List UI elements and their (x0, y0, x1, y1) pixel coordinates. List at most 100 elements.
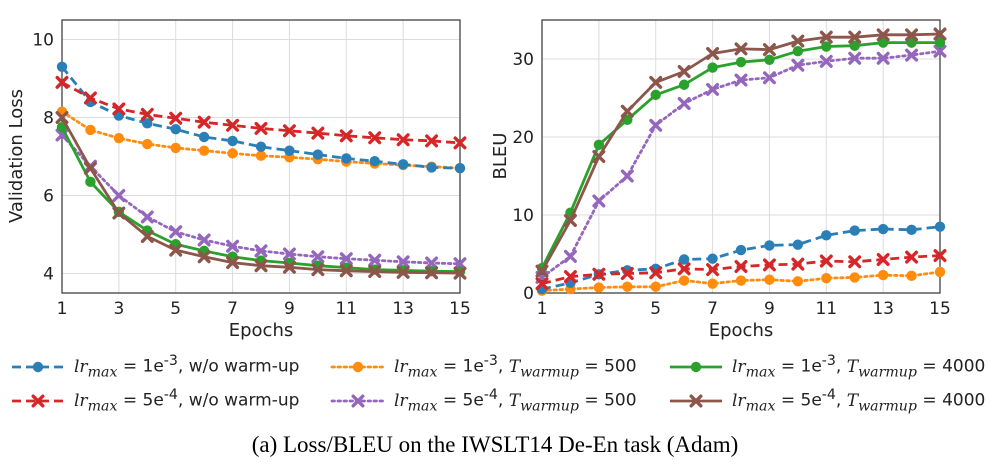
data-point-s2 (282, 124, 296, 138)
x-tick-label: 3 (593, 299, 604, 319)
data-point-s5 (906, 37, 917, 48)
data-point-s3 (113, 132, 125, 144)
y-tick-label: 8 (43, 109, 54, 129)
legend-marker-s2 (31, 394, 45, 408)
data-point-s6 (563, 213, 577, 227)
data-point-s1 (341, 153, 352, 164)
data-point-s6 (933, 27, 947, 41)
data-point-s6 (339, 264, 353, 278)
data-point-s1 (198, 131, 210, 143)
legend-swatch-s4 (330, 394, 386, 408)
data-point-s3 (792, 276, 804, 287)
legend-marker-s5 (690, 361, 702, 373)
data-point-s2 (535, 277, 549, 291)
data-point-s4 (339, 252, 353, 266)
legend-label-s2: lrmax = 5e-4, w/o warm-up (74, 387, 300, 415)
data-point-s1 (792, 239, 804, 250)
y-tick-label: 10 (512, 206, 534, 226)
data-point-s6 (226, 256, 240, 270)
data-point-s4 (311, 250, 325, 264)
data-point-s5 (85, 176, 96, 188)
data-point-s6 (649, 75, 663, 89)
data-point-s2 (563, 270, 577, 284)
data-point-s6 (905, 28, 919, 42)
data-point-s4 (425, 256, 439, 270)
data-point-s2 (83, 91, 97, 105)
data-point-s2 (933, 249, 947, 263)
data-point-s2 (706, 263, 720, 277)
data-point-s1 (906, 224, 917, 236)
data-point-s2 (649, 266, 663, 280)
data-point-s1 (849, 225, 860, 236)
data-point-s1 (678, 254, 690, 265)
data-point-s1 (369, 155, 380, 167)
data-point-s4 (112, 189, 126, 202)
x-tick-label: 11 (815, 299, 837, 319)
data-point-s3 (735, 275, 747, 286)
data-point-s4 (282, 247, 296, 261)
legend-marker-s1 (32, 361, 44, 373)
data-point-s2 (368, 131, 382, 145)
data-point-s6 (762, 43, 776, 57)
data-point-s5 (707, 62, 718, 73)
data-point-s1 (454, 163, 466, 174)
y-tick-label: 0 (523, 284, 534, 304)
data-point-s5 (764, 54, 775, 65)
data-point-s5 (821, 41, 832, 52)
data-point-s2 (819, 254, 833, 268)
data-point-s2 (339, 129, 353, 143)
data-point-s1 (142, 118, 153, 129)
data-point-s3 (255, 150, 267, 161)
legend-marker-s3 (352, 361, 364, 373)
x-tick-label: 7 (227, 299, 238, 319)
data-point-s3 (650, 281, 661, 292)
legend-swatch-s5 (670, 361, 722, 373)
data-point-s4 (254, 244, 268, 258)
data-point-s1 (255, 141, 267, 152)
data-point-s3 (707, 278, 718, 289)
data-point-s3 (85, 124, 96, 136)
data-point-s4 (169, 225, 183, 239)
x-tick-label: 15 (929, 299, 951, 319)
legend-swatch-s2 (12, 394, 64, 408)
data-point-s4 (396, 255, 410, 269)
data-point-s1 (735, 244, 747, 256)
data-point-s2 (254, 121, 268, 135)
y-axis-label: BLEU (490, 133, 511, 180)
data-point-s3 (170, 142, 181, 154)
data-point-s4 (848, 51, 862, 65)
data-point-s1 (284, 145, 295, 156)
x-tick-label: 1 (537, 299, 548, 319)
legend-item-s3: lrmax = 1e-3, Twarmup = 500 (330, 352, 637, 382)
data-point-s6 (535, 264, 549, 278)
data-point-s6 (453, 266, 467, 280)
data-point-s2 (620, 267, 634, 280)
data-point-s4 (905, 48, 919, 62)
data-point-s2 (592, 267, 606, 281)
data-point-s6 (368, 265, 382, 279)
data-point-s2 (905, 250, 919, 264)
series-line-s2 (61, 81, 461, 145)
x-axis-label: Epochs (229, 320, 294, 341)
data-point-s2 (112, 102, 126, 116)
data-point-s1 (764, 240, 775, 251)
legend-swatch-s1 (12, 361, 64, 373)
legend-label-s5: lrmax = 1e-3, Twarmup = 4000 (732, 353, 986, 381)
x-tick-label: 13 (392, 299, 414, 319)
data-point-s2 (677, 262, 691, 276)
data-point-s4 (649, 118, 663, 132)
data-point-s3 (622, 281, 633, 292)
data-point-s6 (112, 206, 126, 220)
legend-marker-s6 (689, 394, 703, 408)
data-point-s4 (876, 51, 890, 65)
data-point-s6 (620, 104, 634, 118)
data-point-s3 (934, 266, 946, 278)
data-point-s2 (734, 259, 748, 273)
data-point-s2 (140, 107, 154, 121)
data-point-s6 (677, 64, 691, 78)
data-point-s2 (876, 252, 890, 266)
x-tick-label: 5 (170, 299, 181, 319)
series-line-s1 (60, 65, 461, 170)
